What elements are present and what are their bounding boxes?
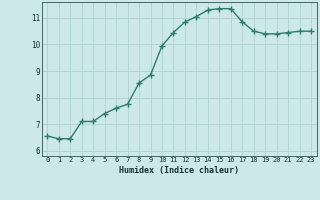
X-axis label: Humidex (Indice chaleur): Humidex (Indice chaleur)	[119, 166, 239, 175]
